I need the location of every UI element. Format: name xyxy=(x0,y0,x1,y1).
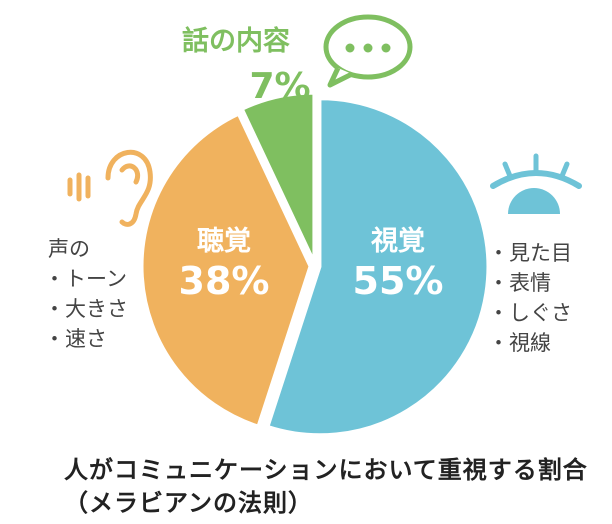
visual-item: ・見た目 xyxy=(488,241,572,265)
visual-item: ・表情 xyxy=(488,271,551,295)
caption-line-1: 人がコミュニケーションにおいて重視する割合 xyxy=(64,456,588,484)
auditory-items-list: 声の ・トーン ・大きさ ・速さ xyxy=(44,234,128,354)
auditory-item: ・大きさ xyxy=(44,297,128,321)
speech-bubble-icon xyxy=(323,14,413,88)
label-auditory-name: 聴覚 xyxy=(197,226,251,257)
pie-slices xyxy=(140,91,490,437)
auditory-item: ・トーン xyxy=(44,267,127,291)
label-content-value: 7% xyxy=(249,66,310,107)
label-visual-name: 視覚 xyxy=(371,226,425,257)
slice-auditory xyxy=(140,112,312,428)
slice-visual xyxy=(266,97,490,437)
caption-line-2: （メラビアンの法則） xyxy=(64,489,314,517)
slice-content xyxy=(240,91,316,262)
visual-items-list: ・見た目 ・表情 ・しぐさ ・視線 xyxy=(488,238,572,358)
visual-item: ・視線 xyxy=(488,331,551,355)
auditory-item: ・速さ xyxy=(44,327,107,351)
label-auditory-value: 38% xyxy=(179,259,270,303)
label-visual-value: 55% xyxy=(353,259,444,303)
eye-icon xyxy=(490,153,582,214)
auditory-title: 声の xyxy=(48,237,90,261)
label-content-name: 話の内容 xyxy=(182,25,290,57)
ear-icon xyxy=(67,150,153,227)
visual-item: ・しぐさ xyxy=(488,301,572,325)
